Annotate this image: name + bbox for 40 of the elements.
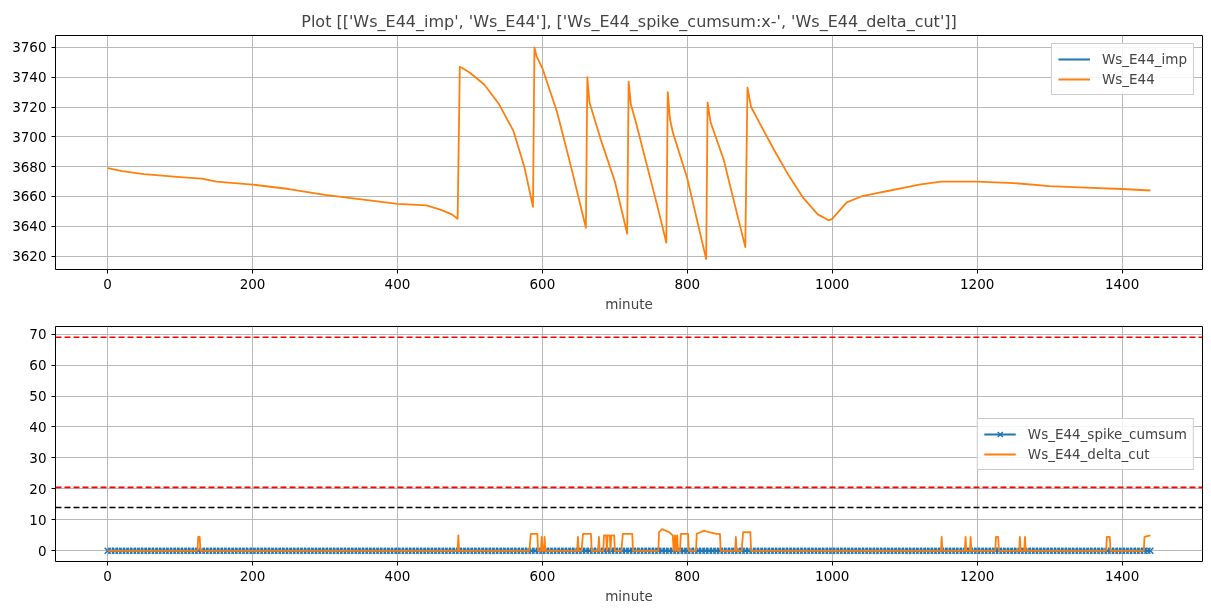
x-tick-label: 1000 — [815, 275, 850, 292]
legend-label: Ws_E44_imp — [1101, 51, 1187, 67]
x-tick-label: 1200 — [959, 567, 995, 584]
y-tick-label: 60 — [29, 357, 47, 374]
legend-label: Ws_E44 — [1101, 71, 1155, 87]
y-tick-label: 3640 — [12, 218, 47, 235]
x-tick-label: 600 — [529, 275, 556, 292]
x-tick-label: 600 — [529, 567, 556, 584]
x-tick-label: 1400 — [1104, 567, 1140, 584]
y-tick-label: 20 — [29, 480, 47, 497]
x-tick-label: 400 — [384, 275, 411, 292]
x-tick-label: 1200 — [959, 275, 995, 292]
y-tick-label: 50 — [29, 388, 47, 405]
y-tick-label: 3620 — [12, 248, 47, 265]
y-tick-label: 40 — [29, 418, 47, 435]
y-tick-label: 70 — [29, 326, 47, 343]
y-tick-label: 10 — [29, 511, 47, 528]
y-tick-label: 0 — [37, 542, 47, 559]
y-tick-label: 30 — [29, 449, 47, 466]
x-tick-label: 400 — [384, 567, 411, 584]
x-tick-label: 0 — [103, 567, 112, 584]
legend-label: Ws_E44_spike_cumsum — [1027, 425, 1187, 442]
x-axis-title: minute — [605, 295, 653, 312]
y-tick-label: 3700 — [12, 128, 47, 145]
x-tick-label: 1000 — [815, 567, 850, 584]
y-tick-label: 3760 — [12, 39, 47, 56]
x-tick-label: 200 — [239, 275, 266, 292]
x-tick-label: 800 — [674, 275, 701, 292]
y-tick-label: 3680 — [12, 158, 47, 175]
x-tick-label: 0 — [103, 275, 112, 292]
line-series — [106, 528, 1152, 552]
legend-label: Ws_E44_delta_cut — [1027, 445, 1150, 462]
x-tick-label: 200 — [239, 567, 266, 584]
y-tick-label: 3720 — [12, 99, 47, 116]
x-tick-label: 800 — [674, 567, 701, 584]
chart-title: Plot [['Ws_E44_imp', 'Ws_E44'], ['Ws_E44_spike_cumsum:x-', 'Ws_E44_delta_cut']] — [301, 11, 957, 32]
y-tick-label: 3740 — [12, 69, 47, 86]
x-tick-label: 1400 — [1104, 275, 1140, 292]
x-axis-title: minute — [605, 587, 653, 604]
y-tick-label: 3660 — [12, 188, 47, 205]
